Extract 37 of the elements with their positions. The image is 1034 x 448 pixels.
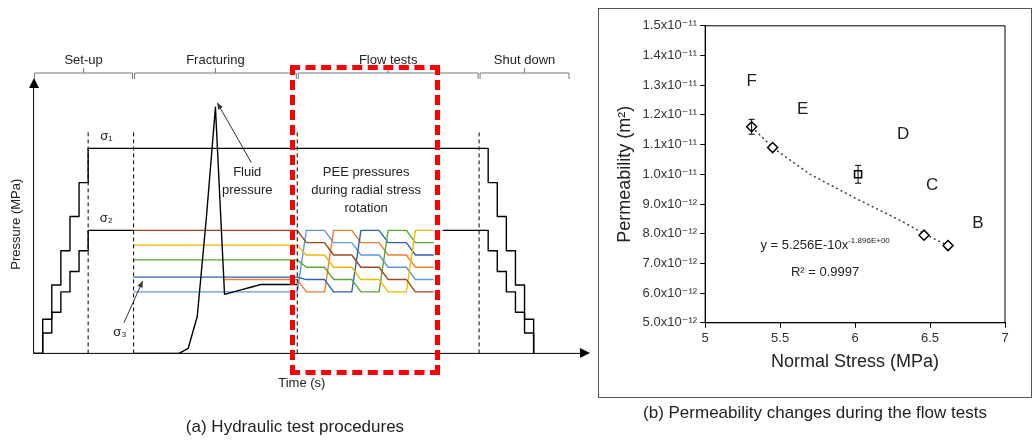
text: Flow tests xyxy=(358,51,418,67)
y-tick-label: 1.0x10⁻¹¹ xyxy=(642,165,698,181)
text: (b) Permeability changes during the flow tests xyxy=(642,403,988,423)
annotation: Fluid pressure xyxy=(221,164,273,198)
y-tick-label: 8.0x10⁻¹² xyxy=(642,225,698,241)
annotation: R² = 0.9997 xyxy=(790,263,860,279)
annotation: C xyxy=(925,174,939,194)
y-tick-label: 1.5x10⁻¹¹ xyxy=(642,17,698,33)
annotation: σ₂ xyxy=(99,209,113,225)
y-tick-label: 9.0x10⁻¹² xyxy=(642,195,698,211)
x-tick-label: 5 xyxy=(701,330,709,346)
annotation: F xyxy=(746,71,757,91)
x-axis-title: Normal Stress (MPa) xyxy=(771,351,940,372)
annotation: PEE pressures during radial stress rotation xyxy=(311,164,422,216)
y-axis-title: Pressure (MPa) xyxy=(8,178,24,270)
annotation: σ₁ xyxy=(100,127,114,143)
annotation: σ₃ xyxy=(113,324,127,340)
x-tick-label: 5.5 xyxy=(771,330,790,346)
annotation: E xyxy=(796,99,809,119)
y-tick-label: 7.0x10⁻¹² xyxy=(642,254,698,270)
y-tick-label: 6.0x10⁻¹² xyxy=(642,284,698,300)
y-tick-label: 1.4x10⁻¹¹ xyxy=(642,47,698,63)
y-axis-title: Permeability (m²) xyxy=(613,105,634,243)
text: (a) Hydraulic test procedures xyxy=(184,417,406,437)
annotation: B xyxy=(972,213,984,233)
y-tick-label: 1.2x10⁻¹¹ xyxy=(642,106,698,122)
y-tick-label: 5.0x10⁻¹² xyxy=(642,314,698,330)
x-tick-label: 6 xyxy=(851,330,859,346)
y-tick-label: 1.1x10⁻¹¹ xyxy=(642,136,698,152)
y-tick-label: 1.3x10⁻¹¹ xyxy=(642,76,698,92)
text: Shut down xyxy=(493,51,556,67)
x-axis-title: Time (s) xyxy=(278,374,326,390)
text: Fracturing xyxy=(186,51,245,67)
text: Set-up xyxy=(64,51,103,67)
x-tick-label: 6.5 xyxy=(921,330,940,346)
annotation: D xyxy=(896,123,910,143)
x-tick-label: 7 xyxy=(1001,330,1009,346)
